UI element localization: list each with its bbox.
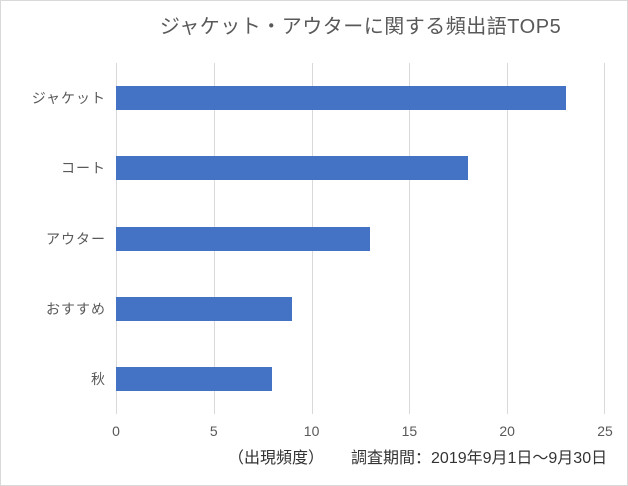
x-tick-label: 15 xyxy=(401,423,418,439)
bar xyxy=(116,366,273,391)
x-tick-label: 25 xyxy=(597,423,613,439)
gridline xyxy=(507,63,509,414)
bar xyxy=(116,296,293,321)
category-label: おすすめ xyxy=(46,300,106,317)
bar xyxy=(116,226,371,251)
survey-period-label: 調査期間：2019年9月1日～9月30日 xyxy=(351,450,608,467)
category-label: 秋 xyxy=(91,370,106,387)
x-axis-tick-labels: 0 5 10 15 20 25 xyxy=(112,422,613,440)
plot-area xyxy=(116,63,605,414)
category-label: ジャケット xyxy=(31,90,106,107)
x-tick-label: 0 xyxy=(112,423,120,439)
gridline xyxy=(604,63,605,414)
x-tick-label: 20 xyxy=(499,423,515,439)
chart-title: ジャケット・アウターに関する頻出語TOP5 xyxy=(159,16,562,38)
bar xyxy=(116,86,566,111)
x-axis-unit-label: （出現頻度） xyxy=(228,450,325,467)
gridline xyxy=(409,63,411,414)
y-axis-category-labels: ジャケットコートアウターおすすめ秋 xyxy=(1,63,106,414)
bar xyxy=(116,156,469,181)
chart-footer: （出現頻度） 調査期間：2019年9月1日～9月30日 xyxy=(228,449,607,469)
x-tick-label: 10 xyxy=(303,423,320,439)
category-label: アウター xyxy=(46,230,106,247)
x-tick-label: 5 xyxy=(209,423,218,439)
category-label: コート xyxy=(61,160,106,177)
